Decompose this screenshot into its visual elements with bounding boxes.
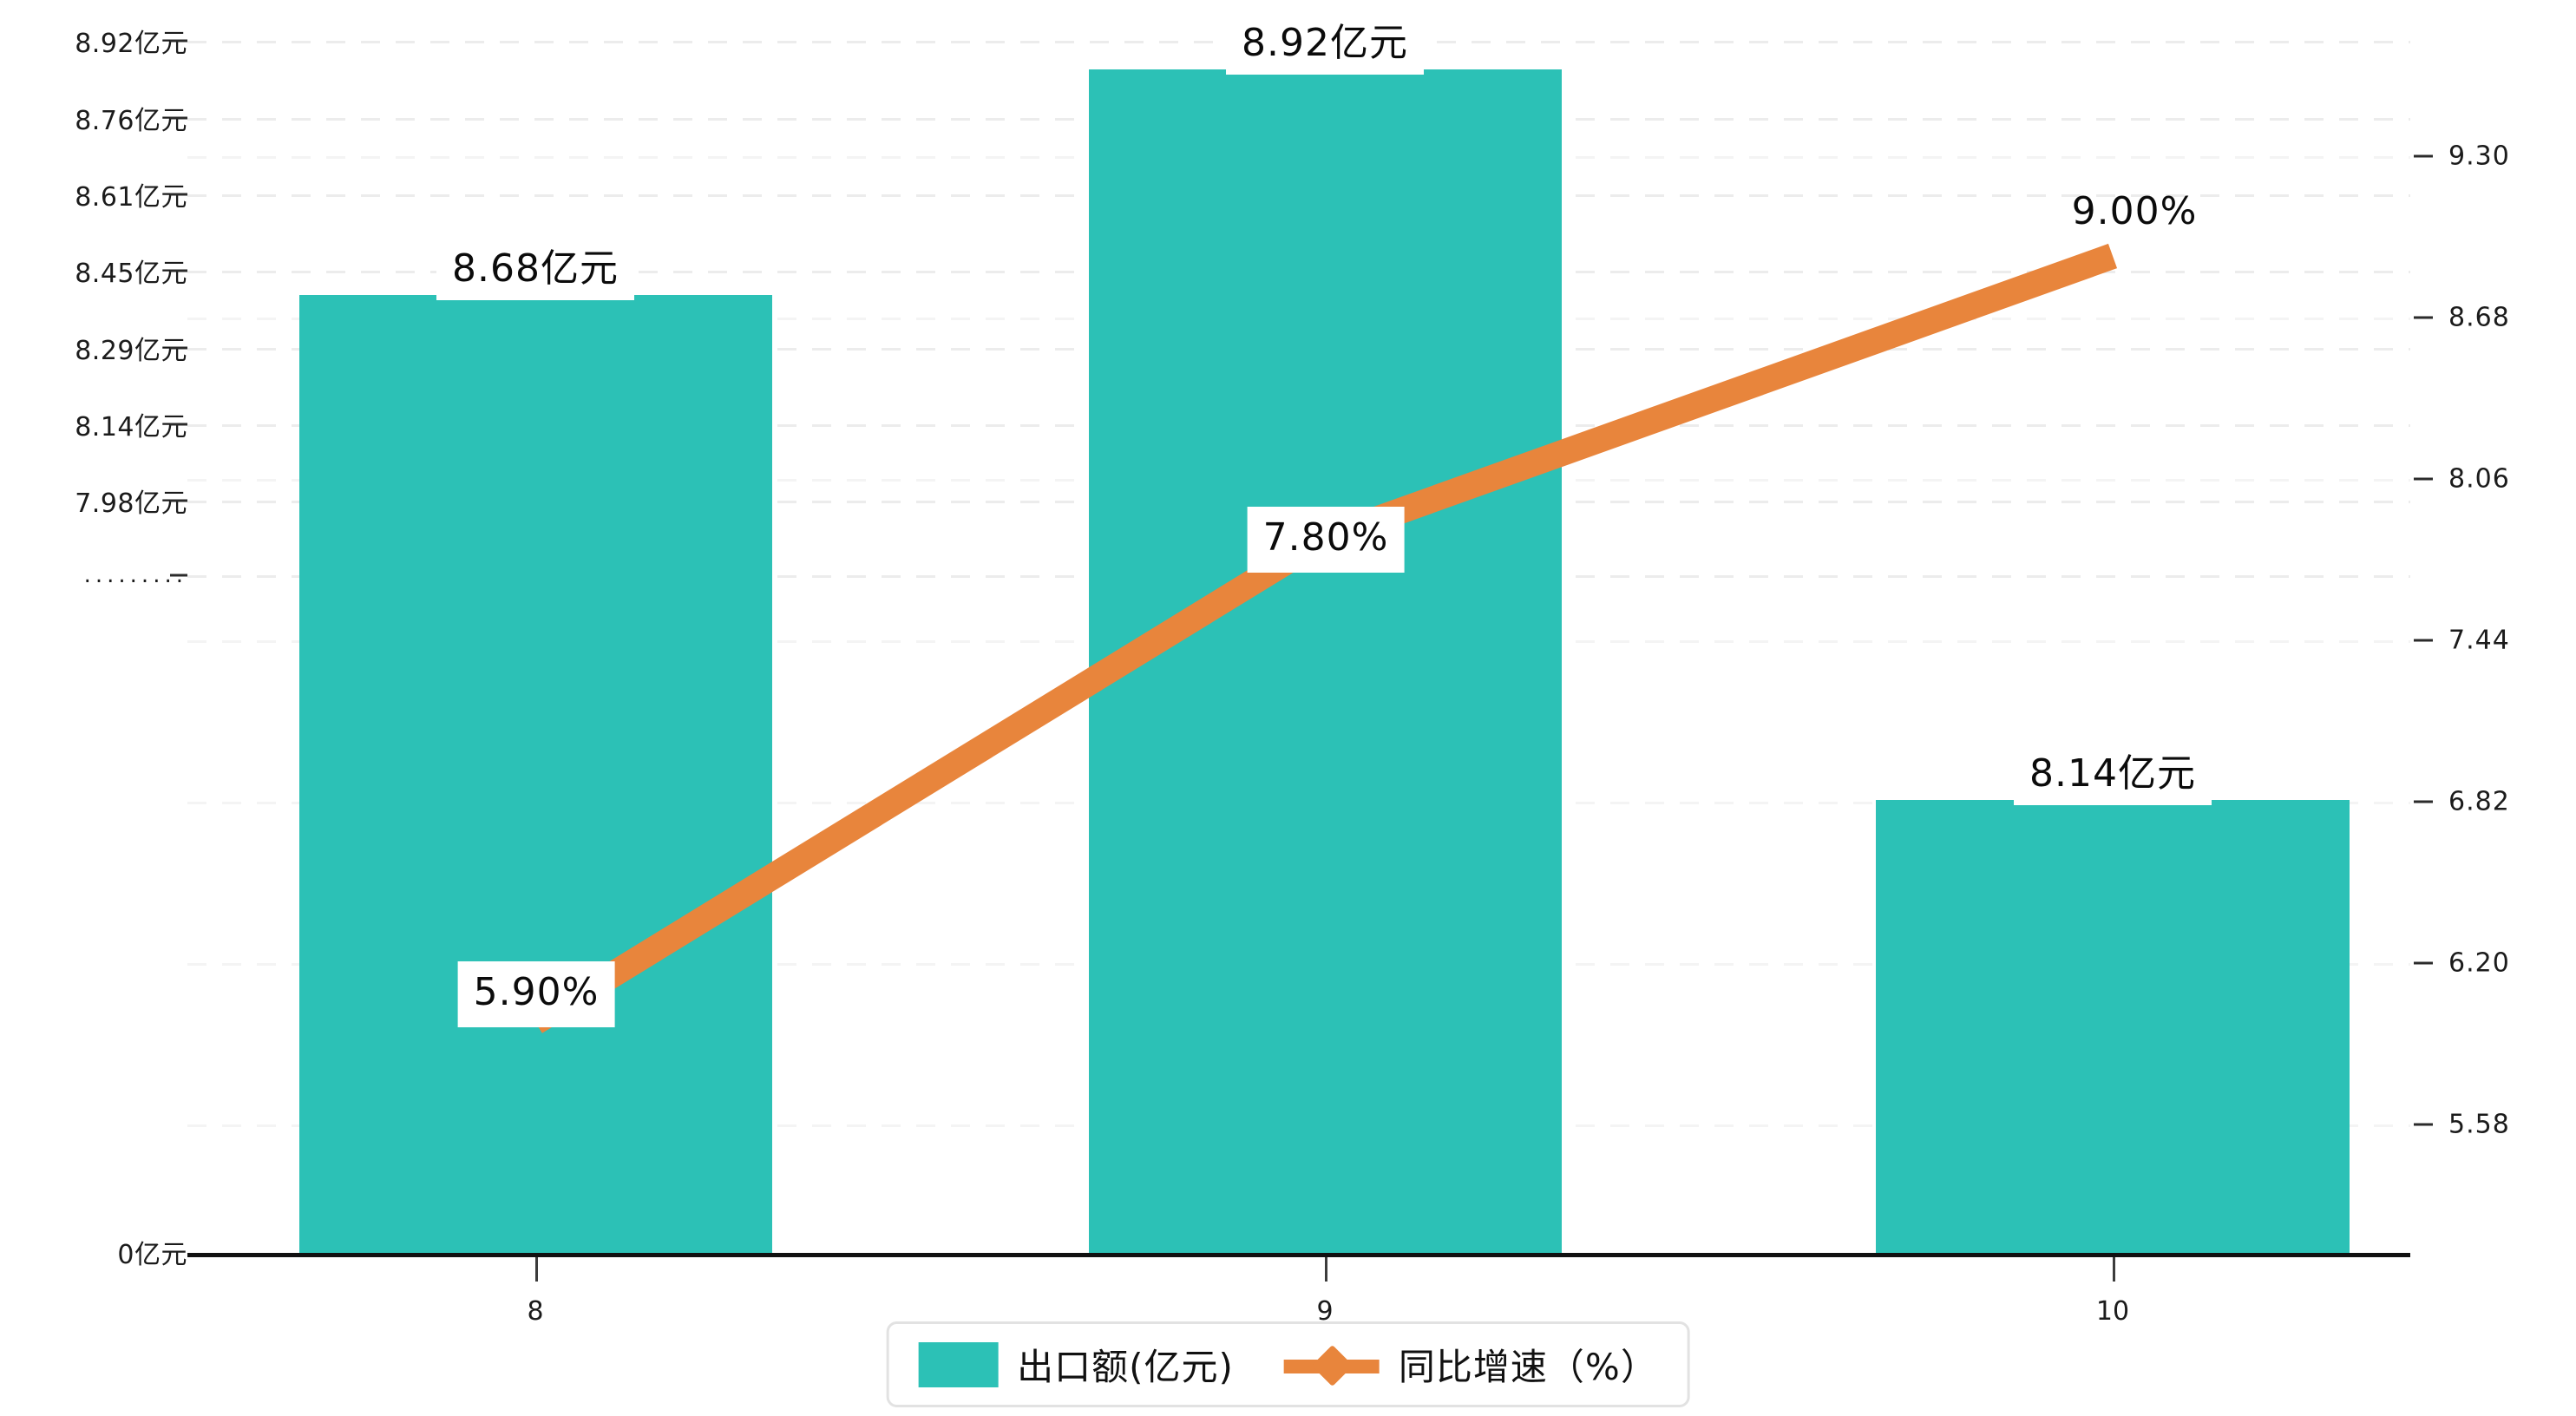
left-axis-tick-label: 8.45亿元 [75, 259, 187, 289]
right-axis-tick-mark [2414, 1123, 2433, 1126]
left-axis-tick-mark [170, 269, 187, 272]
legend-item-bar-series[interactable]: 出口额(亿元) [918, 1338, 1234, 1391]
left-axis-tick-mark [170, 193, 187, 196]
x-axis-category-label: 10 [2095, 1296, 2130, 1327]
left-axis-tick-label: 8.76亿元 [75, 106, 187, 136]
x-axis-tick-mark [2113, 1257, 2115, 1282]
legend-square-icon [918, 1341, 999, 1387]
right-axis-tick-mark [2414, 800, 2433, 803]
left-axis-tick-label: 8.61亿元 [75, 182, 187, 213]
x-axis-category-label: 9 [1316, 1296, 1334, 1327]
line-value-label: 5.90% [457, 961, 615, 1027]
left-axis-tick-mark [170, 499, 187, 502]
left-axis-tick-label: 8.92亿元 [75, 29, 187, 59]
right-axis-tick-mark [2414, 154, 2433, 158]
left-axis-tick-label: 7.98亿元 [75, 488, 187, 519]
x-axis-category-label: 8 [527, 1296, 544, 1327]
left-axis-tick-label: 8.29亿元 [75, 336, 187, 366]
right-axis-tick-label: 8.06 [2448, 463, 2510, 495]
right-axis-tick-mark [2414, 316, 2433, 319]
right-axis-tick-mark [2414, 961, 2433, 965]
left-axis-tick-mark [170, 39, 187, 43]
bar-value-label: 8.14亿元 [2014, 746, 2212, 805]
right-axis-tick-label: 7.44 [2448, 625, 2510, 656]
bar-series-item[interactable] [1876, 800, 2350, 1255]
plot-area: 8.68亿元 8.92亿元 8.14亿元 5.90% 7.80% 9.00% [187, 16, 2410, 1255]
bar-series-item[interactable] [1089, 69, 1562, 1255]
right-axis-tick-mark [2414, 477, 2433, 481]
right-axis-tick-label: 8.68 [2448, 302, 2510, 333]
right-y-axis: 9.30 8.68 8.06 7.44 6.82 6.20 5.58 [2410, 0, 2576, 1416]
legend-line-diamond-icon [1283, 1342, 1380, 1387]
legend-item-line-series[interactable]: 同比增速（%） [1283, 1338, 1658, 1391]
left-axis-tick-mark [170, 346, 187, 350]
bar-value-label: 8.68亿元 [436, 241, 634, 300]
x-axis-line [187, 1253, 2410, 1257]
left-axis-tick-mark [170, 574, 187, 577]
left-axis-break-label: ......... [83, 562, 187, 588]
left-y-axis: 8.92亿元 8.76亿元 8.61亿元 8.45亿元 8.29亿元 8.14亿… [0, 0, 187, 1416]
right-axis-tick-label: 9.30 [2448, 141, 2510, 172]
right-axis-tick-label: 6.82 [2448, 786, 2510, 817]
right-axis-tick-mark [2414, 639, 2433, 642]
bar-series-item[interactable] [299, 295, 772, 1255]
chart-legend: 出口额(亿元) 同比增速（%） [886, 1321, 1690, 1407]
left-axis-tick-label: 8.14亿元 [75, 412, 187, 442]
line-value-label: 7.80% [1247, 507, 1405, 573]
legend-label: 出口额(亿元) [1017, 1346, 1234, 1388]
bar-value-label: 8.92亿元 [1226, 16, 1424, 75]
left-axis-tick-mark [170, 116, 187, 120]
legend-diamond-marker-icon [1311, 1344, 1354, 1386]
right-axis-tick-label: 5.58 [2448, 1109, 2510, 1140]
right-axis-tick-label: 6.20 [2448, 947, 2510, 979]
x-axis-tick-mark [1325, 1257, 1327, 1282]
line-value-label: 9.00% [2071, 189, 2198, 233]
legend-label: 同比增速（%） [1398, 1346, 1658, 1388]
left-axis-zero-label: 0亿元 [117, 1240, 187, 1270]
line-series-path[interactable] [528, 243, 2118, 1033]
x-axis-tick-mark [535, 1257, 538, 1282]
left-axis-tick-mark [170, 423, 187, 426]
